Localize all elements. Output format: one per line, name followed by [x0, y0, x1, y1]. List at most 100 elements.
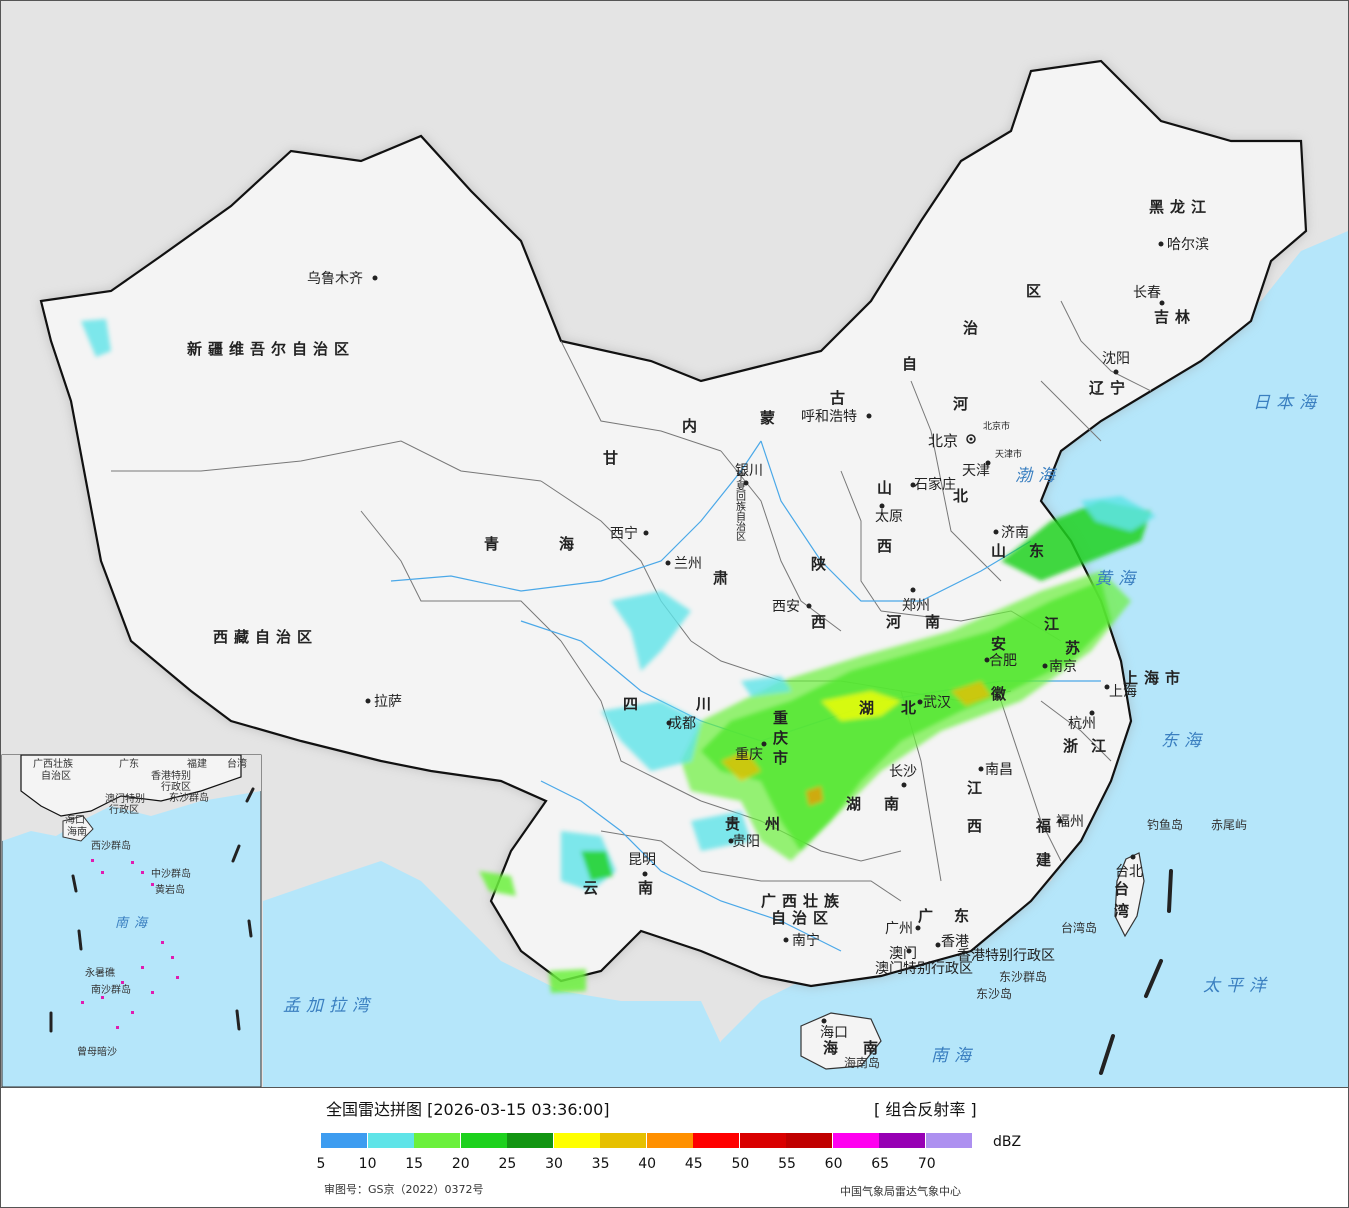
province-label-heilongjiang: 黑龙江 [1149, 198, 1212, 216]
inset-label-zengmu: 曾母暗沙 [77, 1045, 117, 1058]
province-label-chongqing-1: 重 [773, 709, 794, 727]
sea-label-bohai: 渤海 [1015, 466, 1061, 486]
inset-label-guangxi-1: 广西壮族 [33, 757, 73, 770]
province-label-guangdong-2: 东 [954, 907, 975, 925]
legend-swatch [925, 1133, 972, 1148]
legend-swatch [786, 1133, 832, 1148]
city-label-taiyuan: 太原 [875, 509, 903, 525]
island-label-taiwan-dao: 台湾岛 [1061, 920, 1097, 935]
province-label-gansu-1: 甘 [603, 449, 624, 467]
legend-swatch [879, 1133, 925, 1148]
city-label-haikou: 海口 [820, 1025, 848, 1041]
province-label-macao-sar: 澳门特别行政区 [875, 961, 973, 977]
city-label-guiyang: 贵阳 [732, 834, 760, 850]
province-label-nmg-5: 治 [963, 319, 984, 337]
data-source: 中国气象局雷达气象中心 [840, 1185, 961, 1198]
province-label-jiangxi-2: 西 [967, 817, 988, 835]
province-label-nmg-1: 内 [682, 417, 703, 435]
province-label-qinghai-2: 海 [559, 535, 580, 553]
inset-label-taiwan: 台湾 [227, 757, 247, 770]
city-label-nanchang: 南昌 [985, 762, 1013, 778]
sea-japan [1231, 301, 1348, 561]
province-label-fujian-2: 建 [1036, 851, 1057, 869]
province-labels: 新疆维吾尔自治区 西藏自治区 青 海 甘 肃 内 蒙 古 自 治 区 黑龙江 吉… [187, 198, 1212, 1057]
legend-swatch [553, 1133, 600, 1148]
legend-tick-label: 65 [871, 1156, 890, 1172]
city-label-yinchuan: 银川 [735, 463, 763, 479]
province-label-hunan-2: 南 [884, 795, 905, 813]
province-label-anhui-1: 安 [991, 635, 1012, 653]
province-label-hebei-2: 北 [953, 487, 974, 505]
legend: 全国雷达拼图 [2026-03-15 03:36:00] [ 组合反射率 ] d… [1, 1088, 1348, 1207]
province-label-jiangxi-1: 江 [967, 779, 988, 797]
province-label-shanghai: 上海市 [1123, 669, 1186, 687]
province-label-yunnan-2: 南 [638, 879, 659, 897]
island-label-diaoyu: 钓鱼岛 [1147, 817, 1183, 832]
inset-label-nanhai: 南海 [115, 916, 153, 931]
inset-label-yongshu: 永暑礁 [85, 966, 115, 979]
city-label-harbin: 哈尔滨 [1167, 237, 1209, 253]
inset-label-dongsha: 东沙群岛 [169, 791, 209, 804]
legend-tick-label: 10 [358, 1156, 377, 1172]
city-label-shijiazhuang: 石家庄 [914, 476, 956, 493]
province-label-guangdong-1: 广 [918, 907, 939, 925]
island-label-chiwei: 赤尾屿 [1211, 818, 1247, 832]
province-label-jiangsu-2: 苏 [1065, 639, 1086, 657]
province-label-shandong-1: 山 [991, 542, 1012, 560]
province-label-anhui-2: 徽 [990, 685, 1012, 703]
radar-echoes [81, 319, 1156, 993]
province-label-henan-2: 南 [925, 613, 946, 631]
city-label-taipei: 台北 [1115, 864, 1143, 880]
legend-tick-label: 5 [316, 1156, 326, 1172]
province-label-chongqing-3: 市 [773, 749, 794, 767]
city-label-tianjin: 天津 [962, 463, 990, 479]
legend-swatch [600, 1133, 646, 1148]
province-label-liaoning: 辽宁 [1089, 379, 1131, 397]
legend-swatch [739, 1133, 786, 1148]
legend-tick-label: 55 [778, 1156, 796, 1172]
province-label-xinjiang: 新疆维吾尔自治区 [187, 340, 355, 358]
legend-unit: dBZ [993, 1134, 1022, 1150]
legend-color-bar [321, 1133, 972, 1148]
province-label-tibet: 西藏自治区 [213, 628, 318, 646]
island-label-hainan-dao: 海南岛 [844, 1055, 880, 1070]
island-label-dongsha-dao: 东沙岛 [976, 986, 1012, 1001]
province-boundaries [111, 300, 1152, 902]
province-label-tianjin-shi: 天津市 [995, 448, 1022, 460]
city-label-fuzhou: 福州 [1056, 814, 1084, 830]
inset-label-mo-2: 行政区 [109, 803, 139, 816]
city-label-kunming: 昆明 [628, 852, 656, 868]
province-label-beijing-shi: 北京市 [983, 420, 1010, 432]
legend-tick-label: 40 [638, 1156, 657, 1172]
legend-tick-label: 45 [684, 1156, 703, 1172]
province-label-guizhou-1: 贵 [725, 815, 746, 833]
city-label-lanzhou: 兰州 [674, 556, 702, 572]
city-label-xian: 西安 [772, 599, 800, 615]
dash-line-marks [1099, 869, 1173, 1075]
province-label-fujian-1: 福 [1035, 817, 1057, 835]
province-label-hubei-2: 北 [901, 699, 922, 717]
taiwan-island [1114, 852, 1145, 938]
inset-label-xisha: 西沙群岛 [91, 839, 131, 852]
province-label-henan-1: 河 [886, 613, 907, 631]
province-label-hainan-2: 南 [863, 1039, 884, 1057]
city-label-changsha: 长沙 [889, 764, 917, 780]
province-label-hebei-1: 河 [953, 395, 974, 413]
city-label-urumqi: 乌鲁木齐 [307, 271, 363, 287]
province-label-hainan-1: 海 [823, 1039, 844, 1057]
legend-swatch [832, 1133, 879, 1148]
province-label-shandong-2: 东 [1029, 542, 1050, 560]
legend-swatch [367, 1133, 414, 1148]
province-label-sichuan-1: 四 [623, 695, 644, 713]
legend-tick-label: 35 [591, 1156, 610, 1172]
city-label-guangzhou: 广州 [885, 921, 913, 937]
province-label-nmg-3: 古 [830, 389, 851, 407]
province-label-shaanxi-2: 西 [811, 613, 832, 631]
legend-tick-label: 30 [545, 1156, 563, 1172]
legend-tick-label: 50 [731, 1156, 750, 1172]
province-label-shanxi-1: 山 [877, 479, 898, 497]
city-label-hongkong: 香港 [941, 934, 969, 950]
china-map: 新疆维吾尔自治区 西藏自治区 青 海 甘 肃 内 蒙 古 自 治 区 黑龙江 吉… [1, 1, 1348, 1087]
city-label-wuhan: 武汉 [923, 695, 951, 711]
province-label-nmg-6: 区 [1026, 282, 1047, 300]
